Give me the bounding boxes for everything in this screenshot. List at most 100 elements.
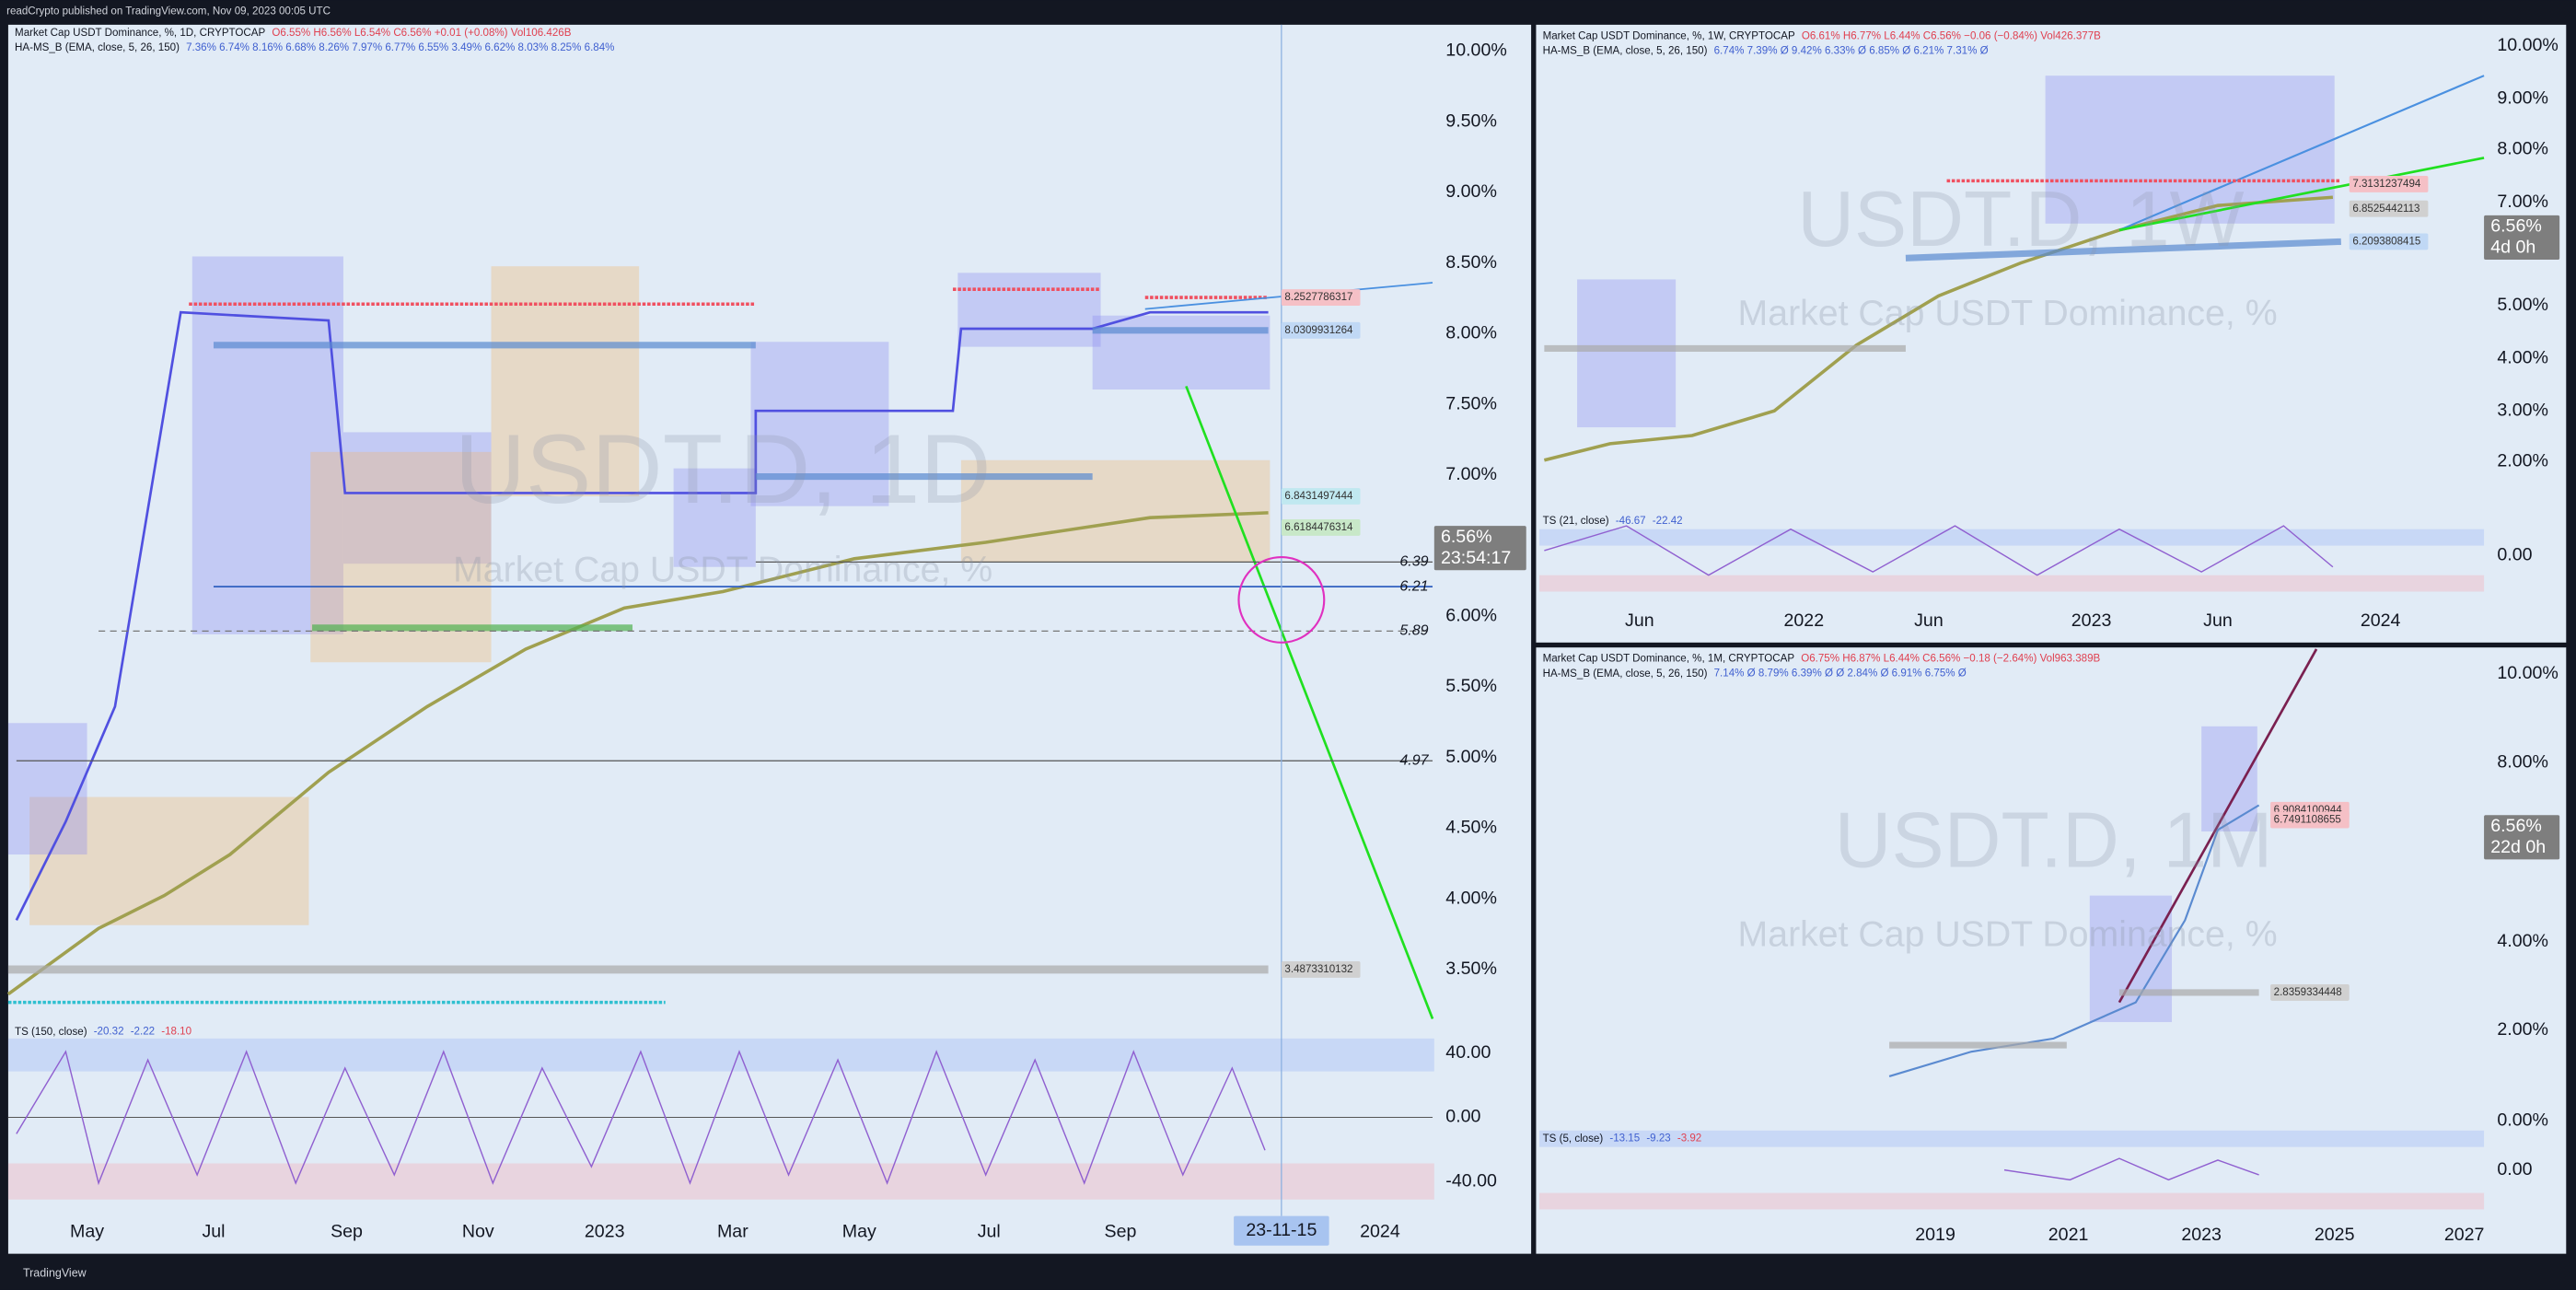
- legend: Market Cap USDT Dominance, %, 1D, CRYPTO…: [15, 28, 572, 39]
- chart-panel: [7, 24, 1532, 1254]
- price-tick-label: 8.50%: [1445, 252, 1497, 273]
- price-tick-label: 6.00%: [1445, 605, 1497, 625]
- price-tick-label: 9.00%: [1445, 181, 1497, 202]
- osc-tick-label: 0.00: [2497, 1159, 2532, 1180]
- price-tick-label: 10.00%: [1445, 41, 1507, 61]
- time-tick-label: 2019: [1915, 1225, 1955, 1245]
- price-tick-label: 8.00%: [2497, 139, 2548, 159]
- price-tick-label: 8.00%: [1445, 323, 1497, 343]
- oscillator-legend: TS (5, close) -13.15 -9.23 -3.92: [1543, 1133, 1702, 1145]
- watermark: USDT.D, 1W: [1797, 175, 2244, 263]
- price-tick-label: 2.00%: [2497, 451, 2548, 471]
- osc-tick-label: 0.00: [1445, 1107, 1480, 1127]
- time-tick-label: Jun: [1625, 610, 1654, 631]
- price-tick-label: 9.00%: [2497, 87, 2548, 108]
- label-box: [1281, 321, 1361, 339]
- last-price: 6.56%: [2490, 816, 2542, 836]
- time-tick-label: 2024: [2361, 610, 2401, 631]
- label-box: [1281, 289, 1361, 307]
- oscillator-value: -9.23: [1646, 1133, 1670, 1145]
- label-box: [2349, 233, 2429, 250]
- price-tick-label: 9.50%: [1445, 110, 1497, 131]
- ohlc: O6.61% H6.77% L6.44% C6.56% −0.06 (−0.84…: [1802, 30, 2101, 41]
- price-label: 7.3131237494: [2352, 179, 2421, 190]
- time-tick-label: Sep: [1105, 1222, 1137, 1242]
- price-label: 3.4873310132: [1284, 964, 1352, 975]
- time-tick-label: Mar: [717, 1222, 748, 1242]
- countdown: 23:54:17: [1441, 548, 1511, 568]
- cursor-date: 23-11-15: [1246, 1220, 1317, 1240]
- level-label: 4.97: [1399, 752, 1429, 769]
- label-box: [2270, 811, 2350, 829]
- price-tick-label: 7.00%: [1445, 464, 1497, 484]
- legend: HA-MS_B (EMA, close, 5, 26, 150) 7.36% 6.…: [15, 42, 614, 53]
- oscillator-value: -18.10: [161, 1027, 191, 1038]
- price-tick-label: 8.00%: [2497, 751, 2548, 772]
- oscillator-value: -2.22: [131, 1027, 155, 1038]
- last-price: 6.56%: [2490, 216, 2542, 237]
- price-tick-label: 0.00%: [2497, 1110, 2548, 1130]
- legend: HA-MS_B (EMA, close, 5, 26, 150) 6.74% 7.…: [1543, 45, 1989, 56]
- price-tick-label: 3.00%: [2497, 400, 2548, 420]
- price-label: 8.2527786317: [1284, 292, 1352, 303]
- oscillator-value: -3.92: [1677, 1133, 1701, 1145]
- label-box: [2484, 815, 2560, 860]
- ohlc: O6.55% H6.56% L6.54% C6.56% +0.01 (+0.08…: [272, 28, 571, 39]
- time-tick-label: 2023: [2071, 610, 2112, 631]
- label-box: [1281, 961, 1361, 978]
- chart-panel: [1536, 647, 2567, 1254]
- price-tick-label: 4.00%: [2497, 931, 2548, 951]
- price-label: 6.8431497444: [1284, 491, 1353, 502]
- drawings: [1539, 648, 2485, 1210]
- watermark: USDT.D, 1D: [455, 413, 992, 524]
- level-label: 6.21: [1399, 577, 1428, 594]
- price-tick-label: 4.00%: [2497, 347, 2548, 367]
- oscillator-value: -22.42: [1653, 516, 1683, 527]
- ohlc: O6.75% H6.87% L6.44% C6.56% −0.18 (−2.64…: [1801, 654, 2100, 665]
- label-box: [1281, 488, 1361, 505]
- legend: Market Cap USDT Dominance, %, 1M, CRYPTO…: [1543, 654, 2101, 665]
- label-box: [1234, 1215, 1329, 1246]
- price-tick-label: 4.00%: [1445, 888, 1497, 908]
- time-tick-label: 2021: [2048, 1225, 2089, 1245]
- label-box: [2270, 983, 2350, 1001]
- price-label: 8.0309931264: [1284, 325, 1353, 336]
- time-tick-label: Jul: [202, 1222, 225, 1242]
- label-box: [1433, 526, 1526, 571]
- legend: HA-MS_B (EMA, close, 5, 26, 150) 7.14% Ø …: [1543, 668, 1967, 680]
- price-label: 2.8359334448: [2274, 987, 2342, 998]
- drawings: [1539, 75, 2485, 592]
- oscillator-value: -20.32: [94, 1027, 124, 1038]
- price-tick-label: 4.50%: [1445, 818, 1497, 838]
- label-box: [2349, 176, 2429, 192]
- level-label: 5.89: [1399, 622, 1428, 639]
- time-tick-label: 2023: [585, 1222, 625, 1242]
- watermark-sub: Market Cap USDT Dominance, %: [453, 549, 992, 589]
- price-tick-label: 7.00%: [2497, 192, 2548, 212]
- osc-tick-label: 40.00: [1445, 1042, 1491, 1063]
- legend: Market Cap USDT Dominance, %, 1W, CRYPTO…: [1543, 30, 2102, 41]
- watermark-sub: Market Cap USDT Dominance, %: [1738, 914, 2278, 955]
- price-tick-label: 5.00%: [1445, 747, 1497, 767]
- time-tick-label: 2023: [2181, 1225, 2222, 1245]
- price-label: 6.6184476314: [1284, 522, 1353, 533]
- time-tick-label: Sep: [331, 1222, 363, 1242]
- osc-tick-label: 0.00: [2497, 544, 2532, 564]
- label-box: [1281, 518, 1361, 536]
- label-box: [2484, 215, 2560, 261]
- price-label: 6.2093808415: [2352, 236, 2420, 247]
- time-tick-label: 2025: [2315, 1225, 2355, 1245]
- indicator-values: 7.14% Ø 8.79% 6.39% Ø Ø 2.84% Ø 6.91% 6.…: [1714, 668, 1967, 680]
- time-tick-label: May: [70, 1222, 104, 1242]
- price-tick-label: 5.00%: [2497, 295, 2548, 315]
- time-tick-label: May: [842, 1222, 876, 1242]
- time-tick-label: Jun: [2203, 610, 2233, 631]
- countdown: 22d 0h: [2490, 837, 2546, 857]
- osc-tick-label: -40.00: [1445, 1170, 1497, 1191]
- price-tick-label: 5.50%: [1445, 676, 1497, 696]
- oscillator-value: -46.67: [1616, 516, 1646, 527]
- price-tick-label: 10.00%: [2497, 663, 2559, 683]
- price-tick-label: 3.50%: [1445, 959, 1497, 979]
- indicator-lines: [6, 24, 1434, 1216]
